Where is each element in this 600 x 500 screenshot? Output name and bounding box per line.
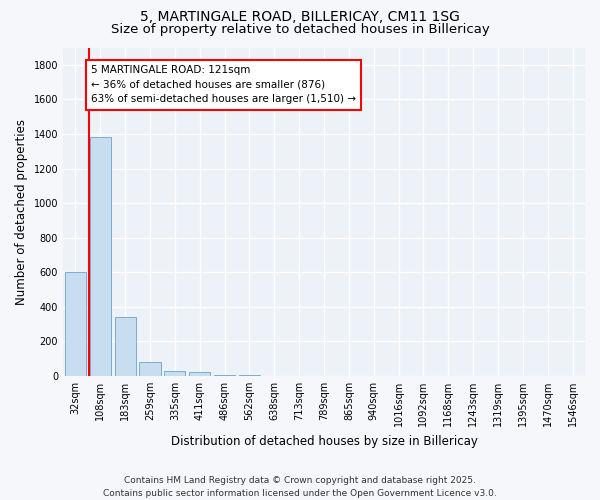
Text: 5 MARTINGALE ROAD: 121sqm
← 36% of detached houses are smaller (876)
63% of semi: 5 MARTINGALE ROAD: 121sqm ← 36% of detac… [91,65,356,104]
Bar [239,375,260,376]
Text: 5, MARTINGALE ROAD, BILLERICAY, CM11 1SG: 5, MARTINGALE ROAD, BILLERICAY, CM11 1SG [140,10,460,24]
X-axis label: Distribution of detached houses by size in Billericay: Distribution of detached houses by size … [170,434,478,448]
Bar [115,317,136,376]
Text: Size of property relative to detached houses in Billericay: Size of property relative to detached ho… [110,22,490,36]
Bar [214,375,235,376]
Bar [65,272,86,376]
Bar [164,370,185,376]
Bar [139,362,161,376]
Y-axis label: Number of detached properties: Number of detached properties [15,118,28,304]
Text: Contains HM Land Registry data © Crown copyright and database right 2025.
Contai: Contains HM Land Registry data © Crown c… [103,476,497,498]
Bar [189,372,211,376]
Bar [90,138,111,376]
